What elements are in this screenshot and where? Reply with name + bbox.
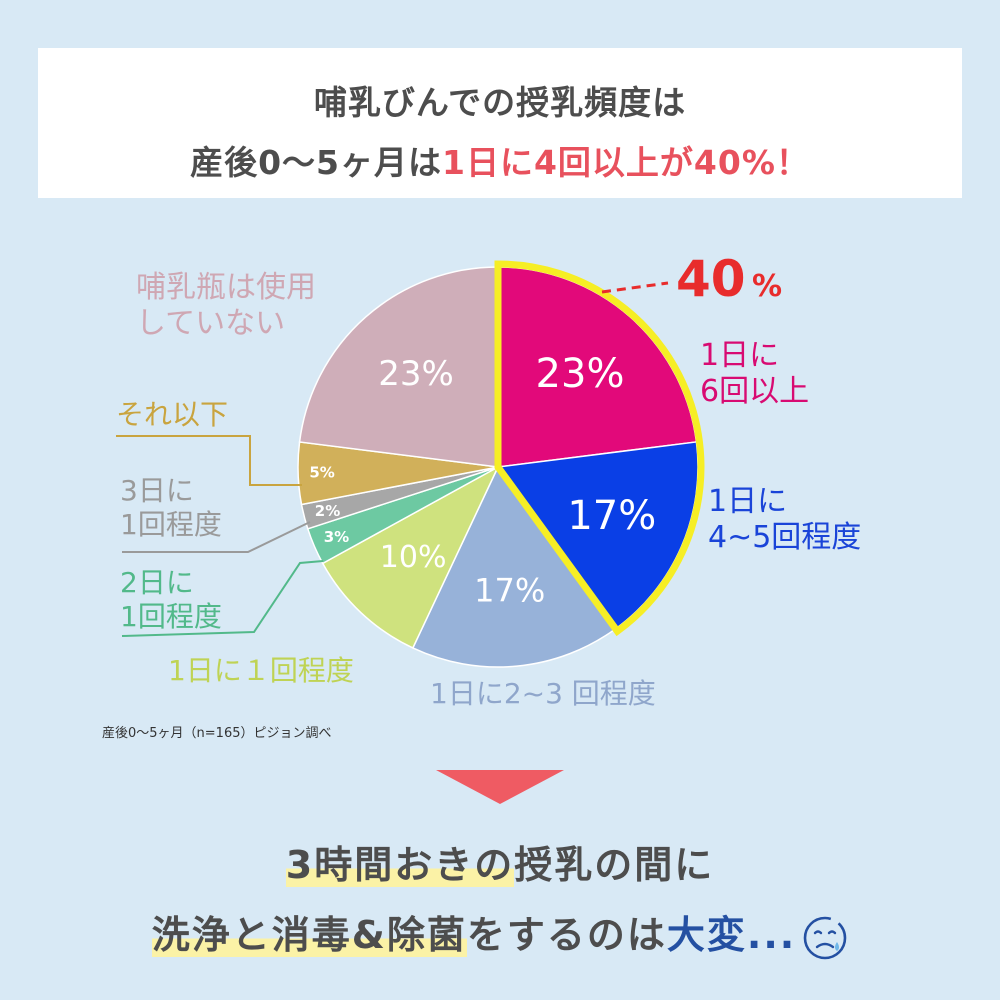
pie-value-label: 5% [309, 464, 334, 482]
slice-label: 1日に 4~5回程度 [708, 484, 861, 556]
header-subtitle: 産後0〜5ヶ月は1日に4回以上が40%！ [38, 136, 962, 184]
bottom-line-2: 洗浄と消毒&除菌をするのは大変... [0, 904, 1000, 961]
slice-label-line: 6回以上 [700, 374, 810, 409]
bottom-line-2-rest: をするのは [466, 913, 667, 957]
pie-value-label: 2% [315, 502, 340, 520]
slice-label-line: 1日に１回程度 [168, 654, 354, 687]
highlight-outline [494, 260, 705, 637]
leader-line [122, 521, 311, 553]
pie-slice [321, 465, 500, 649]
sad-face-icon [803, 916, 847, 959]
bottom-line-1-marked: 3時間おきの [285, 843, 515, 887]
bottom-line-2-emph: 大変... [666, 913, 797, 957]
bottom-line-1: 3時間おきの授乳の間に [0, 834, 1000, 889]
slice-label: 1日に 6回以上 [700, 338, 809, 410]
slice-label: 3日に 1回程度 [120, 474, 222, 541]
header-subtitle-highlight: 1日に4回以上が40%！ [442, 143, 810, 182]
slice-label-line: 1日に2~3 回程度 [430, 677, 656, 710]
pie-slice [298, 266, 499, 468]
slice-label: 1日に2~3 回程度 [430, 677, 656, 711]
leader-line [121, 560, 324, 637]
slice-label-line: 2日に [120, 566, 194, 599]
callout-unit: % [752, 269, 782, 304]
bottom-line-2-marked: 洗浄と消毒&除菌 [151, 913, 467, 957]
slice-label-line: 1回程度 [120, 507, 222, 541]
pie-value-label: 10% [380, 540, 447, 575]
leader-line [116, 435, 302, 486]
source-note: 産後0〜5ヶ月（n=165）ピジョン調べ [102, 726, 332, 741]
header-box: 哺乳びんでの授乳頻度は 産後0〜5ヶ月は1日に4回以上が40%！ [38, 48, 962, 198]
callout-value: 40 [676, 250, 746, 308]
slice-label-line: 4~5回程度 [708, 520, 862, 555]
down-arrow-icon [436, 770, 564, 804]
slice-label: それ以下 [116, 398, 228, 432]
pie-value-label: 3% [324, 528, 349, 546]
pie-value-label: 23% [378, 354, 454, 394]
slice-label-line: それ以下 [116, 398, 229, 431]
slice-label-line: 1日に [700, 338, 780, 373]
slice-label: 1日に１回程度 [168, 654, 354, 688]
slice-label-line: していない [136, 306, 286, 341]
slice-label-line: 3日に [120, 474, 194, 507]
bottom-line-1-rest: 授乳の間に [514, 843, 715, 887]
pie-value-label: 23% [536, 351, 625, 397]
slice-label-line: 1回程度 [120, 599, 222, 633]
pie-value-label: 17% [567, 493, 656, 539]
slice-label-line: 哺乳瓶は使用 [136, 270, 316, 305]
slice-label-line: 1日に [708, 484, 788, 519]
header-title: 哺乳びんでの授乳頻度は [313, 83, 687, 122]
header-subtitle-prefix: 産後0〜5ヶ月は [190, 143, 442, 182]
pie-slice [411, 465, 617, 668]
slice-label: 2日に 1回程度 [120, 566, 222, 633]
callout-line [601, 281, 669, 294]
pie-value-label: 17% [474, 571, 545, 609]
slice-label: 哺乳瓶は使用 していない [136, 270, 316, 342]
